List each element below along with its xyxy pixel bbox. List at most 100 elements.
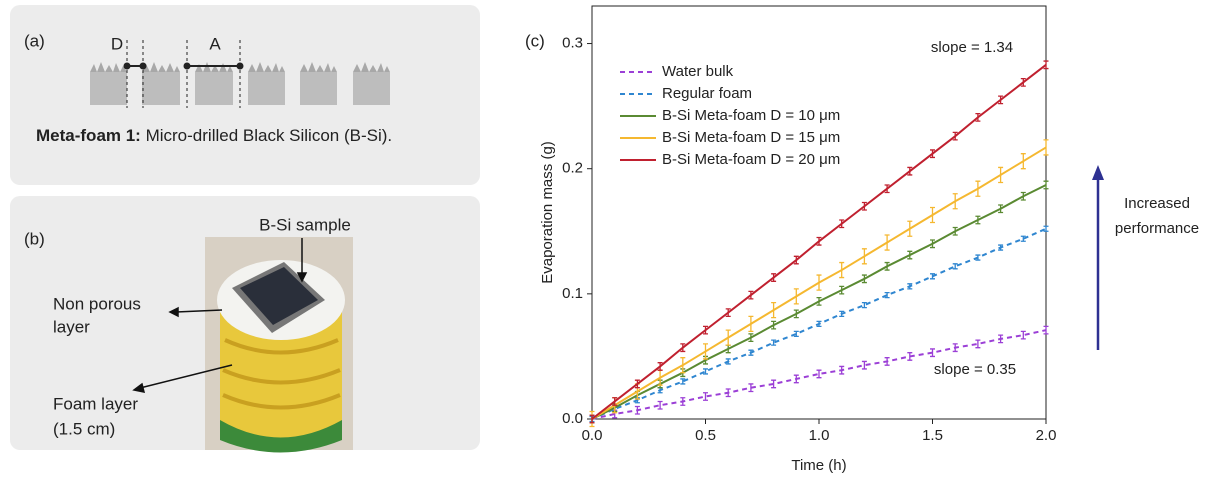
error-bar [907,352,913,361]
photo-label: (1.5 cm) [53,419,115,438]
error-bar [884,261,890,271]
error-bar [771,379,777,389]
dimension-lines [123,40,244,108]
error-bar [703,325,708,335]
trend-arrowhead [1092,165,1104,180]
error-bar [1043,180,1049,190]
error-bar [725,308,731,318]
error-bar [1043,325,1049,335]
error-bar [816,274,822,291]
error-bar [1043,139,1049,156]
error-bar [703,343,708,360]
photo-label: Non porous [53,294,141,313]
error-bar [952,343,958,353]
annotation: slope = 0.35 [934,361,1016,378]
error-bar [634,405,640,415]
error-bar [839,365,845,375]
error-bar [680,397,686,406]
error-bar [884,291,890,299]
annotation: slope = 1.34 [931,39,1013,56]
panel-label: (c) [525,31,545,50]
x-tick-label: 2.0 [1036,427,1057,444]
error-bar [793,330,799,338]
error-bar [793,309,799,319]
error-bar [952,131,958,141]
arrow-label: performance [1115,220,1199,237]
error-bar [793,288,799,305]
error-bar [657,362,663,371]
error-bar [1020,77,1026,87]
y-tick-label: 0.3 [562,35,583,52]
dim-label: A [209,34,221,53]
error-bar [839,261,845,279]
error-bar [771,301,777,319]
error-bar [612,397,618,406]
plot-frame [591,5,1047,420]
error-bar [998,244,1004,251]
arrow-label: Increased [1124,195,1190,212]
error-bar [907,166,913,176]
error-bar [975,180,981,197]
x-tick-label: 1.5 [922,427,943,444]
error-bar [930,239,935,249]
error-bar [725,358,731,365]
error-bar [703,392,708,401]
error-bar [998,166,1004,184]
error-bar [793,255,799,265]
error-bar [680,378,686,385]
error-bar [907,220,913,237]
error-bar [1020,330,1026,340]
error-bar [861,301,867,309]
error-bar [839,285,845,295]
error-bar [861,360,867,370]
error-bar [1020,191,1026,201]
error-bar [816,296,822,306]
error-bar [884,357,890,366]
error-bar [725,329,731,346]
caption-bold: Meta-foam 1: [36,126,141,145]
error-bar [816,236,822,246]
panel-a-box [10,5,480,185]
error-bar [748,349,754,356]
error-bar [771,339,777,346]
error-bar [748,290,754,300]
legend-label: B-Si Meta-foam D = 20 μm [662,151,840,168]
dim-label: D [111,34,123,53]
panel-label: (a) [24,31,45,50]
panel-label: (b) [24,229,45,248]
error-bar [930,206,935,224]
error-bar [930,273,935,280]
caption: Meta-foam 1: Micro-drilled Black Silicon… [36,126,392,145]
error-bar [589,414,595,424]
error-bar [748,333,754,343]
error-bar [861,274,867,284]
error-bar [907,283,913,290]
x-tick-label: 0.5 [695,427,716,444]
error-bar [930,149,935,159]
error-bar [703,368,708,375]
legend-label: Regular foam [662,85,752,102]
error-bar [1043,60,1049,70]
error-bar [657,400,663,410]
error-bar [907,250,913,260]
y-axis-label: Evaporation mass (g) [539,141,556,284]
error-bar [793,374,799,384]
error-bar [1020,153,1026,170]
error-bar [884,184,890,194]
error-bar [1020,235,1026,242]
legend-label: Water bulk [662,63,734,80]
error-bar [861,201,867,211]
error-bar [998,334,1004,344]
error-bar [998,204,1004,214]
y-tick-label: 0.2 [562,160,583,177]
error-bar [998,95,1004,105]
pointer-arrows [132,238,308,393]
error-bar [952,193,958,210]
error-bar [1043,225,1049,232]
error-bar [952,263,958,270]
error-bar [975,339,981,349]
photo-label: B-Si sample [259,215,351,234]
error-bar [680,357,686,374]
error-bar [771,273,777,282]
